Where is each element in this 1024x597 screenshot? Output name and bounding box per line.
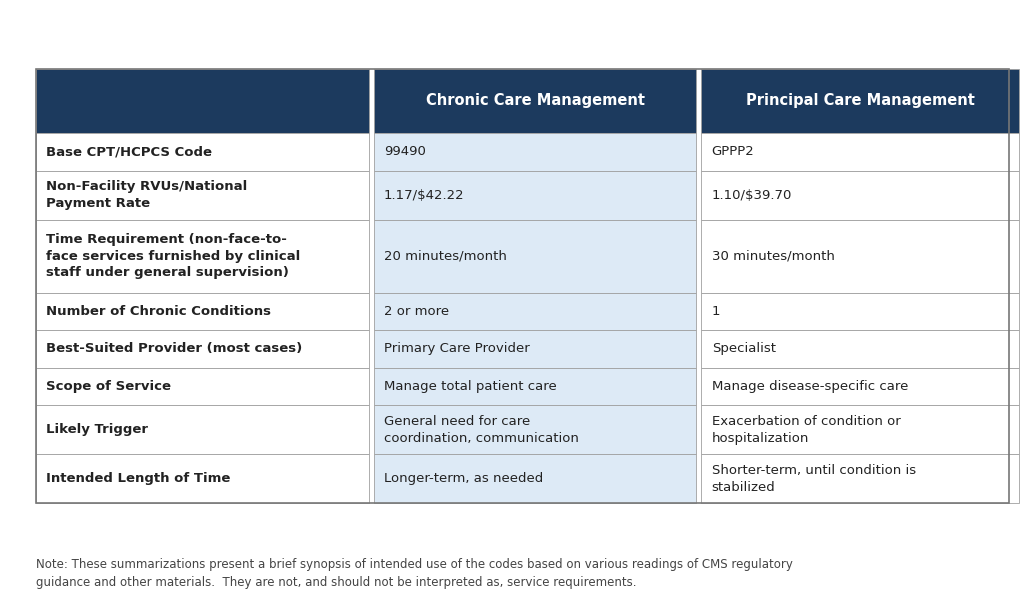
- Text: Number of Chronic Conditions: Number of Chronic Conditions: [46, 305, 271, 318]
- Text: GPPP2: GPPP2: [712, 146, 755, 158]
- Bar: [701, 220, 1019, 293]
- Bar: [36, 368, 369, 405]
- Text: 99490: 99490: [384, 146, 426, 158]
- Bar: [374, 133, 696, 171]
- Text: Intended Length of Time: Intended Length of Time: [46, 472, 230, 485]
- Text: Longer-term, as needed: Longer-term, as needed: [384, 472, 544, 485]
- Bar: [36, 220, 369, 293]
- Bar: [374, 293, 696, 330]
- Bar: [374, 220, 696, 293]
- Text: Time Requirement (non-face-to-
face services furnished by clinical
staff under g: Time Requirement (non-face-to- face serv…: [46, 233, 300, 279]
- Bar: [36, 69, 1009, 503]
- Bar: [701, 171, 1019, 220]
- Bar: [374, 330, 696, 368]
- Bar: [701, 133, 1019, 171]
- Bar: [36, 133, 369, 171]
- Bar: [374, 368, 696, 405]
- Text: 1: 1: [712, 305, 720, 318]
- Bar: [701, 454, 1019, 503]
- Bar: [701, 368, 1019, 405]
- Text: Non-Facility RVUs/National
Payment Rate: Non-Facility RVUs/National Payment Rate: [46, 180, 248, 210]
- Text: Manage disease-specific care: Manage disease-specific care: [712, 380, 908, 393]
- Text: Note: These summarizations present a brief synopsis of intended use of the codes: Note: These summarizations present a bri…: [36, 558, 793, 589]
- Bar: [374, 171, 696, 220]
- Bar: [36, 405, 369, 454]
- Text: 1.10/$39.70: 1.10/$39.70: [712, 189, 792, 202]
- Bar: [374, 454, 696, 503]
- Text: Scope of Service: Scope of Service: [46, 380, 171, 393]
- Text: 2 or more: 2 or more: [384, 305, 450, 318]
- Bar: [36, 454, 369, 503]
- Text: Base CPT/HCPCS Code: Base CPT/HCPCS Code: [46, 146, 212, 158]
- Text: 20 minutes/month: 20 minutes/month: [384, 250, 507, 263]
- Text: Shorter-term, until condition is
stabilized: Shorter-term, until condition is stabili…: [712, 464, 915, 494]
- Text: Specialist: Specialist: [712, 343, 776, 355]
- Text: Chronic Care Management: Chronic Care Management: [426, 93, 644, 109]
- Text: General need for care
coordination, communication: General need for care coordination, comm…: [384, 415, 579, 445]
- Bar: [374, 69, 696, 133]
- Text: Exacerbation of condition or
hospitalization: Exacerbation of condition or hospitaliza…: [712, 415, 900, 445]
- Bar: [36, 330, 369, 368]
- Text: 1.17/$42.22: 1.17/$42.22: [384, 189, 465, 202]
- Bar: [701, 405, 1019, 454]
- Text: 30 minutes/month: 30 minutes/month: [712, 250, 835, 263]
- Text: Manage total patient care: Manage total patient care: [384, 380, 557, 393]
- Bar: [374, 405, 696, 454]
- Bar: [701, 293, 1019, 330]
- Bar: [36, 69, 369, 133]
- Bar: [701, 330, 1019, 368]
- Text: Best-Suited Provider (most cases): Best-Suited Provider (most cases): [46, 343, 302, 355]
- Bar: [36, 171, 369, 220]
- Text: Likely Trigger: Likely Trigger: [46, 423, 148, 436]
- Text: Primary Care Provider: Primary Care Provider: [384, 343, 529, 355]
- Bar: [701, 69, 1019, 133]
- Text: Principal Care Management: Principal Care Management: [745, 93, 975, 109]
- Bar: [36, 293, 369, 330]
